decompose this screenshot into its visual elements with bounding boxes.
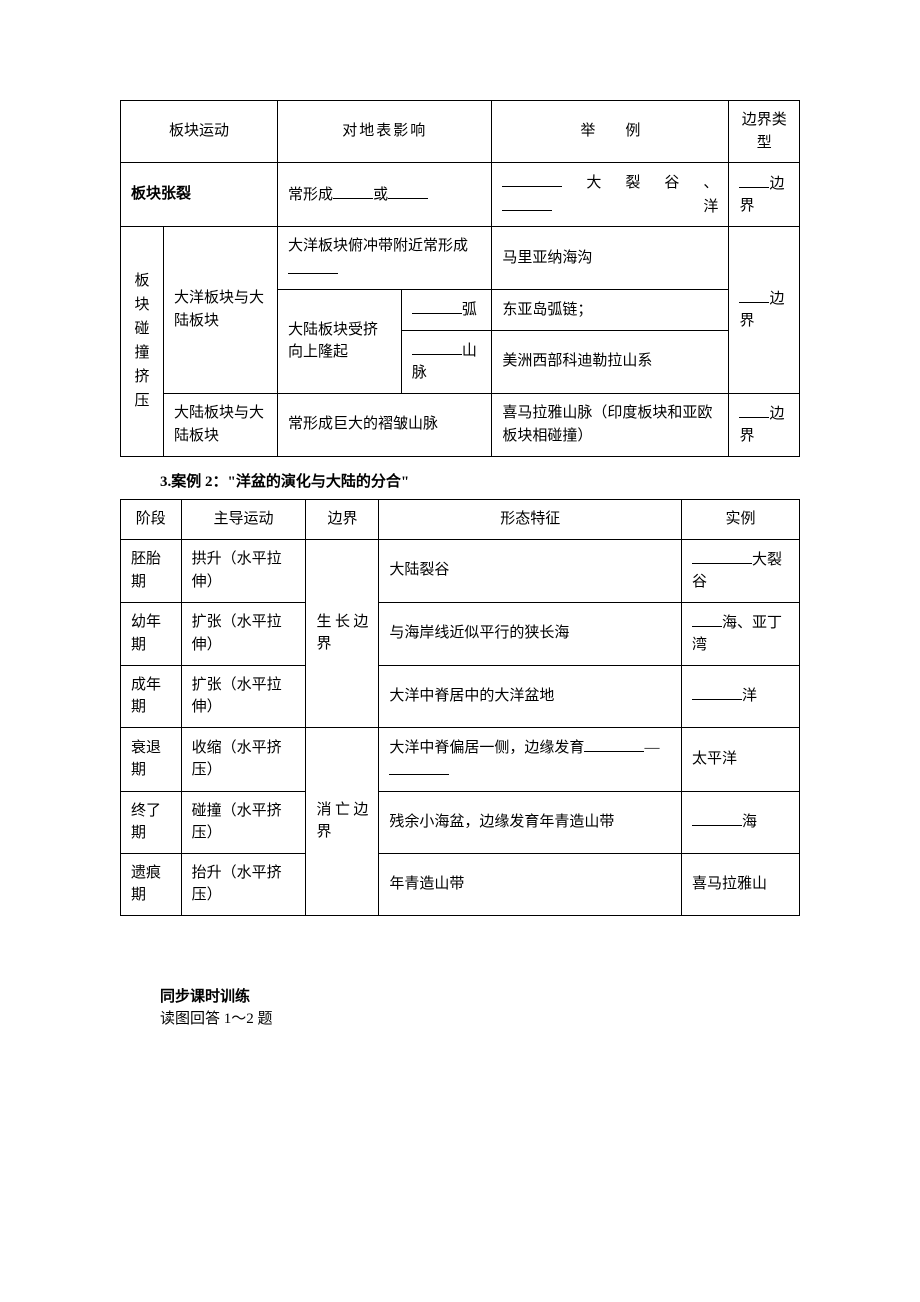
- header-cell: 实例: [682, 500, 800, 540]
- stage-cell: 终了期: [121, 791, 182, 853]
- table-row: 板块碰撞挤压 大洋板块与大陆板块 大洋板块俯冲带附近常形成 马里亚纳海沟 边界: [121, 227, 800, 290]
- header-cell: 主导运动: [181, 500, 306, 540]
- cont-cont-label: 大陆板块与大陆板块: [164, 393, 278, 456]
- motion-cell: 碰撞（水平挤压）: [181, 791, 306, 853]
- header-cell: 举 例: [492, 101, 729, 163]
- boundary-cell: 边界: [729, 227, 800, 394]
- header-cell: 阶段: [121, 500, 182, 540]
- fill-blank[interactable]: [692, 611, 722, 627]
- header-cell: 形态特征: [379, 500, 682, 540]
- fill-blank[interactable]: [739, 287, 769, 303]
- effect-cell: 常形成或: [278, 163, 492, 227]
- feature-cell: 年青造山带: [379, 853, 682, 915]
- boundary-cell: 边界: [729, 393, 800, 456]
- example-cell: 喜马拉雅山脉（印度板块和亚欧板块相碰撞）: [492, 393, 729, 456]
- stage-cell: 成年期: [121, 665, 182, 727]
- exercise-title: 同步课时训练: [160, 986, 800, 1009]
- fill-blank[interactable]: [502, 195, 552, 211]
- effect-cell: 大洋板块俯冲带附近常形成: [278, 227, 492, 290]
- table-row: 终了期 碰撞（水平挤压） 残余小海盆，边缘发育年青造山带 海: [121, 791, 800, 853]
- fill-blank[interactable]: [412, 339, 462, 355]
- stage-cell: 遗痕期: [121, 853, 182, 915]
- fill-blank[interactable]: [333, 183, 373, 199]
- table-header-row: 板块运动 对地表影响 举 例 边界类型: [121, 101, 800, 163]
- example-cell: 大裂谷: [682, 539, 800, 602]
- boundary-cell: 生长边界: [306, 539, 379, 727]
- exercise-section: 同步课时训练 读图回答 1～2 题: [160, 986, 800, 1031]
- effect-cell: 常形成巨大的褶皱山脉: [278, 393, 492, 456]
- effect-subcell: 山脉: [401, 330, 492, 393]
- feature-cell: 大洋中脊居中的大洋盆地: [379, 665, 682, 727]
- header-cell: 边界类型: [729, 101, 800, 163]
- example-cell: 东亚岛弧链；: [492, 290, 729, 331]
- fill-blank[interactable]: [502, 171, 562, 187]
- fill-blank[interactable]: [739, 402, 769, 418]
- example-cell: 喜马拉雅山: [682, 853, 800, 915]
- fill-blank[interactable]: [692, 548, 752, 564]
- ocean-cont-label: 大洋板块与大陆板块: [164, 227, 278, 394]
- fill-blank[interactable]: [388, 183, 428, 199]
- header-cell: 边界: [306, 500, 379, 540]
- stage-cell: 幼年期: [121, 602, 182, 665]
- effect-cell: 大陆板块受挤向上隆起: [278, 290, 402, 394]
- motion-cell: 收缩（水平挤压）: [181, 727, 306, 791]
- exercise-instruction: 读图回答 1～2 题: [160, 1008, 800, 1031]
- boundary-cell: 边界: [729, 163, 800, 227]
- fill-blank[interactable]: [692, 684, 742, 700]
- fill-blank[interactable]: [412, 298, 462, 314]
- feature-cell: 大洋中脊偏居一侧，边缘发育―: [379, 727, 682, 791]
- table-row: 板块张裂 常形成或 大裂谷、 洋 边界: [121, 163, 800, 227]
- motion-cell: 扩张（水平拉伸）: [181, 602, 306, 665]
- table-row: 遗痕期 抬升（水平挤压） 年青造山带 喜马拉雅山: [121, 853, 800, 915]
- example-cell: 太平洋: [682, 727, 800, 791]
- fill-blank[interactable]: [692, 810, 742, 826]
- example-cell: 美洲西部科迪勒拉山系: [492, 330, 729, 393]
- effect-subcell: 弧: [401, 290, 492, 331]
- header-cell: 板块运动: [121, 101, 278, 163]
- table-row: 衰退期 收缩（水平挤压） 消亡边界 大洋中脊偏居一侧，边缘发育― 太平洋: [121, 727, 800, 791]
- fill-blank[interactable]: [288, 258, 338, 274]
- stage-cell: 胚胎期: [121, 539, 182, 602]
- table-header-row: 阶段 主导运动 边界 形态特征 实例: [121, 500, 800, 540]
- row-label: 板块张裂: [121, 163, 278, 227]
- header-cell: 对地表影响: [278, 101, 492, 163]
- example-cell: 洋: [682, 665, 800, 727]
- feature-cell: 残余小海盆，边缘发育年青造山带: [379, 791, 682, 853]
- example-cell: 马里亚纳海沟: [492, 227, 729, 290]
- boundary-cell: 消亡边界: [306, 727, 379, 915]
- feature-cell: 与海岸线近似平行的狭长海: [379, 602, 682, 665]
- collision-group-label: 板块碰撞挤压: [121, 227, 164, 457]
- feature-cell: 大陆裂谷: [379, 539, 682, 602]
- fill-blank[interactable]: [584, 736, 644, 752]
- example-cell: 海: [682, 791, 800, 853]
- motion-cell: 扩张（水平拉伸）: [181, 665, 306, 727]
- example-cell: 大裂谷、 洋: [492, 163, 729, 227]
- stage-cell: 衰退期: [121, 727, 182, 791]
- motion-cell: 抬升（水平挤压）: [181, 853, 306, 915]
- case-2-heading: 3.案例 2："洋盆的演化与大陆的分合": [160, 471, 800, 494]
- table-row: 幼年期 扩张（水平拉伸） 与海岸线近似平行的狭长海 海、亚丁湾: [121, 602, 800, 665]
- table-row: 胚胎期 拱升（水平拉伸） 生长边界 大陆裂谷 大裂谷: [121, 539, 800, 602]
- table-row: 成年期 扩张（水平拉伸） 大洋中脊居中的大洋盆地 洋: [121, 665, 800, 727]
- plate-movement-table: 板块运动 对地表影响 举 例 边界类型 板块张裂 常形成或 大裂谷、 洋 边界 …: [120, 100, 800, 457]
- fill-blank[interactable]: [739, 172, 769, 188]
- motion-cell: 拱升（水平拉伸）: [181, 539, 306, 602]
- ocean-basin-evolution-table: 阶段 主导运动 边界 形态特征 实例 胚胎期 拱升（水平拉伸） 生长边界 大陆裂…: [120, 499, 800, 916]
- table-row: 大陆板块与大陆板块 常形成巨大的褶皱山脉 喜马拉雅山脉（印度板块和亚欧板块相碰撞…: [121, 393, 800, 456]
- fill-blank[interactable]: [389, 759, 449, 775]
- example-cell: 海、亚丁湾: [682, 602, 800, 665]
